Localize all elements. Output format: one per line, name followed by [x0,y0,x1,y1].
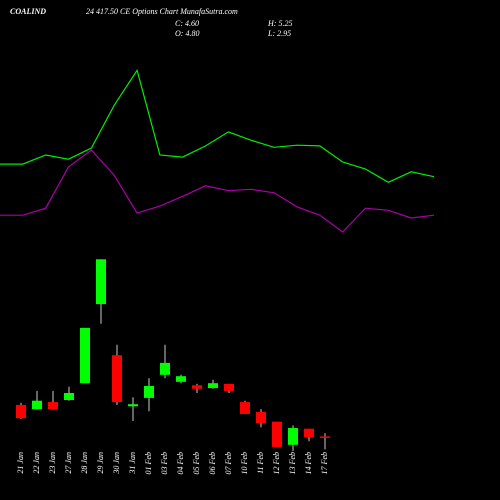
stat-close: C: 4.60 [175,19,199,28]
x-tick-label: 13 Feb [288,452,297,474]
indicator-line [0,149,435,233]
candle-body [128,404,138,407]
candle-body [240,402,250,414]
candle-body [144,386,154,398]
x-tick-label: 03 Feb [160,452,169,474]
x-tick-label: 27 Jan [64,452,73,474]
indicator-line [0,68,435,183]
x-tick-label: 05 Feb [192,452,201,474]
candle-body [64,393,74,400]
chart-subtitle: 24 417.50 CE Options Chart MunafaSutra.c… [86,7,238,16]
x-tick-label: 11 Feb [256,452,265,474]
x-tick-label: 21 Jan [16,452,25,474]
x-tick-label: 17 Feb [320,452,329,474]
candle-body [112,355,122,403]
candle-body [288,428,298,445]
x-tick-label: 07 Feb [224,452,233,474]
x-tick-label: 04 Feb [176,452,185,474]
candle-body [160,362,170,375]
x-tick-label: 28 Jan [80,452,89,474]
candle-body [48,402,58,410]
candle-body [224,383,234,391]
stat-low: L: 2.95 [267,29,291,38]
x-tick-label: 30 Jan [112,452,121,475]
candle-body [208,383,218,389]
candle-body [16,404,26,419]
x-tick-label: 23 Jan [48,452,57,474]
x-tick-label: 01 Feb [144,452,153,474]
x-tick-label: 22 Jan [32,452,41,474]
x-tick-label: 29 Jan [96,452,105,474]
x-tick-label: 10 Feb [240,452,249,474]
x-tick-label: 12 Feb [272,452,281,474]
candle-body [272,421,282,447]
x-tick-label: 06 Feb [208,452,217,474]
candle-body [192,385,202,389]
candle-body [176,376,186,382]
candle-body [320,436,330,438]
chart-title: COALIND [10,7,46,16]
candle-body [80,327,90,384]
stat-open: O: 4.80 [175,29,199,38]
candle-body [32,400,42,410]
candle-body [96,259,106,305]
x-tick-label: 31 Jan [128,452,137,475]
candle-body [304,428,314,438]
x-tick-label: 14 Feb [304,452,313,474]
candle-body [256,411,266,424]
stat-high: H: 5.25 [267,19,292,28]
